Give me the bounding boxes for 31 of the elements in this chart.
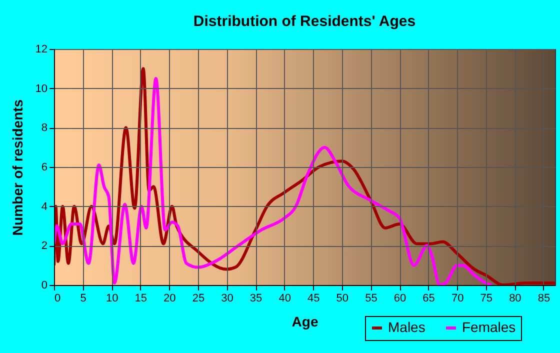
- legend-label: Males: [388, 319, 426, 335]
- y-tick-label: 8: [41, 122, 48, 134]
- x-tick-label: 85: [538, 292, 550, 304]
- y-tick-label: 10: [35, 82, 48, 95]
- x-tick-label: 15: [134, 292, 148, 304]
- x-tick-label: 10: [106, 292, 118, 304]
- x-tick-label: 45: [308, 292, 320, 304]
- x-tick-label: 75: [480, 292, 493, 304]
- y-axis-title: Number of residents: [9, 99, 26, 236]
- x-tick-label: 40: [278, 292, 291, 304]
- x-tick-label: 60: [394, 292, 406, 304]
- x-tick-label: 5: [80, 292, 86, 304]
- x-tick-label: 30: [221, 292, 234, 304]
- x-tick-label: 70: [451, 292, 464, 304]
- x-tick-label: 0: [54, 292, 61, 304]
- line-series: [54, 77, 494, 285]
- x-tick-label: 35: [250, 292, 262, 304]
- y-tick-label: 12: [35, 44, 48, 56]
- legend-label: Females: [462, 319, 516, 335]
- x-tick-label: 80: [509, 292, 522, 304]
- y-tick-label: 0: [41, 280, 48, 292]
- x-tick-label: 20: [164, 292, 176, 304]
- chart-title: Distribution of Residents' Ages: [193, 13, 416, 30]
- y-tick-label: 2: [41, 240, 48, 252]
- y-tick-label: 6: [41, 162, 48, 174]
- x-axis-title: Age: [292, 314, 318, 330]
- y-tick-label: 4: [41, 200, 48, 213]
- x-tick-label: 65: [422, 292, 435, 304]
- x-tick-label: 25: [192, 292, 205, 304]
- x-tick-label: 55: [365, 292, 378, 304]
- x-tick-label: 50: [336, 292, 349, 304]
